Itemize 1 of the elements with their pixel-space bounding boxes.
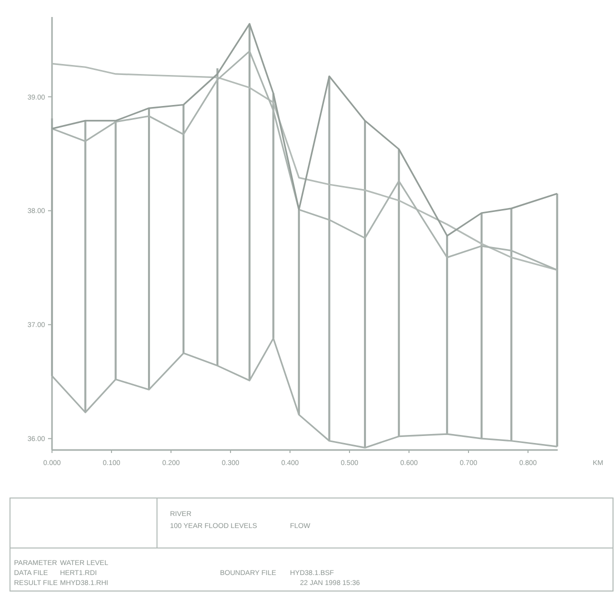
line-series [51, 23, 558, 237]
